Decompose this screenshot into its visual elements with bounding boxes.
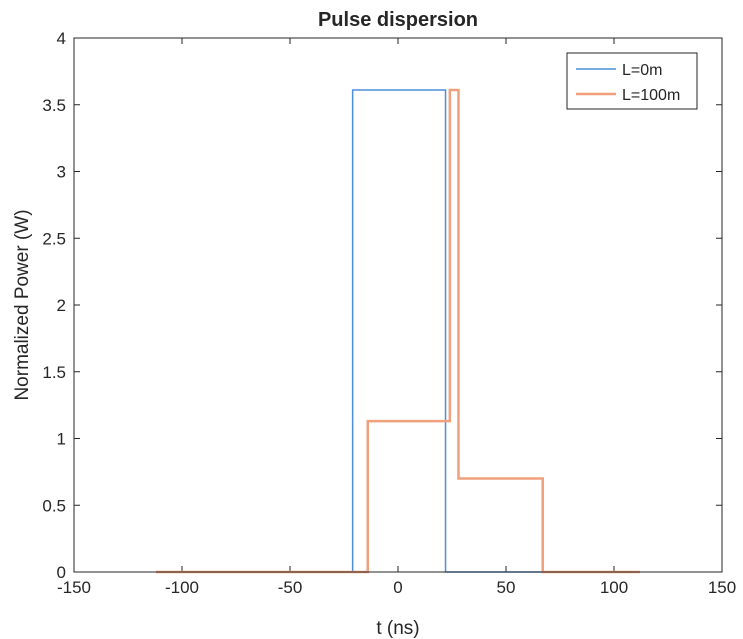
x-tick-label: 100 <box>600 578 628 597</box>
x-tick-label: 150 <box>708 578 736 597</box>
y-tick-label: 1.5 <box>42 363 66 382</box>
series-line-l100 <box>156 88 640 574</box>
plot-frame <box>73 37 723 573</box>
x-tick-label: -150 <box>57 578 91 597</box>
legend: L=0m L=100m <box>566 52 698 110</box>
y-tick-label: 3.5 <box>42 96 66 115</box>
y-axis-label: Normalized Power (W) <box>12 209 33 400</box>
legend-label-l0: L=0m <box>622 62 662 79</box>
x-tick-label: -50 <box>278 578 303 597</box>
legend-box <box>566 52 698 110</box>
y-tick-label: 1 <box>57 430 66 449</box>
x-tick-label: 50 <box>497 578 516 597</box>
x-tick-labels: -150 -100 -50 0 50 100 150 <box>57 578 736 597</box>
chart-title: Pulse dispersion <box>318 9 478 31</box>
y-tick-label: 0 <box>57 563 66 582</box>
y-tick-label: 2.5 <box>42 229 66 248</box>
y-tick-label: 3 <box>57 163 66 182</box>
x-tick-label: -100 <box>165 578 199 597</box>
legend-label-l100: L=100m <box>622 87 680 104</box>
x-tick-label: 0 <box>393 578 402 597</box>
plot-area <box>74 38 722 572</box>
y-tick-label: 0.5 <box>42 496 66 515</box>
y-tick-label: 4 <box>57 29 66 48</box>
y-tick-labels: 0 0.5 1 1.5 2 2.5 3 3.5 4 <box>42 29 66 582</box>
y-tick-label: 2 <box>57 296 66 315</box>
x-axis-label: t (ns) <box>376 618 419 639</box>
